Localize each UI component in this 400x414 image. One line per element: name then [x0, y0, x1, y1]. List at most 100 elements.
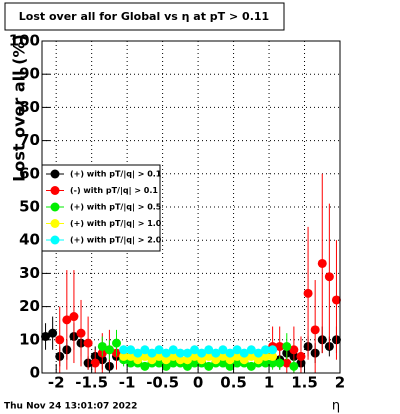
marker — [140, 361, 150, 371]
marker — [246, 351, 256, 361]
marker — [261, 351, 270, 361]
y-tick-label: 100 — [9, 32, 40, 50]
marker — [204, 345, 214, 355]
marker — [261, 358, 270, 368]
marker — [175, 348, 185, 358]
marker — [310, 325, 320, 335]
marker — [112, 338, 121, 348]
legend-box — [41, 164, 161, 252]
y-tick-label: 50 — [19, 198, 40, 216]
x-tick-label: -2 — [48, 374, 65, 392]
marker — [239, 348, 249, 358]
marker — [232, 351, 242, 361]
marker — [246, 361, 256, 371]
marker — [253, 348, 263, 358]
marker — [154, 345, 164, 355]
marker — [268, 345, 278, 355]
marker — [218, 351, 228, 361]
marker — [317, 258, 327, 268]
marker — [83, 338, 93, 348]
x-tick-label: 1.5 — [291, 374, 318, 392]
legend-marker — [50, 235, 60, 245]
y-tick-label: 80 — [19, 98, 40, 116]
marker — [204, 361, 214, 371]
marker — [168, 345, 178, 355]
marker — [218, 345, 228, 355]
marker — [303, 288, 313, 298]
chart-title: Lost over all for Global vs η at pT > 0.… — [19, 10, 269, 23]
legend-label: (+) with pT/|q| > 0.5 — [70, 203, 162, 212]
marker — [232, 345, 242, 355]
marker — [147, 348, 157, 358]
marker — [175, 355, 185, 365]
marker — [133, 348, 143, 358]
marker — [225, 348, 235, 358]
legend-marker — [50, 219, 60, 228]
marker — [190, 358, 200, 368]
marker — [154, 358, 164, 368]
marker — [161, 348, 171, 358]
marker — [140, 351, 150, 361]
marker — [268, 358, 278, 368]
marker — [62, 315, 72, 325]
marker — [296, 351, 306, 361]
legend-marker — [50, 202, 60, 212]
legend-marker — [50, 169, 60, 179]
marker — [69, 312, 79, 322]
marker — [268, 351, 278, 361]
marker — [282, 358, 292, 368]
marker — [90, 358, 100, 368]
y-tick-label: 0 — [30, 364, 40, 382]
marker — [282, 341, 292, 351]
y-tick-label: 60 — [19, 164, 40, 182]
marker — [55, 335, 65, 345]
legend-label: (+) with pT/|q| > 2.0 — [70, 236, 162, 245]
marker — [190, 345, 200, 355]
y-tick-label: 10 — [19, 330, 40, 348]
y-tick-label: 40 — [19, 231, 40, 249]
timestamp: Thu Nov 24 13:01:07 2022 — [4, 402, 137, 412]
y-axis-label: Lost over all (%) — [10, 34, 29, 182]
marker — [182, 355, 192, 365]
marker — [48, 328, 58, 338]
marker — [246, 345, 256, 355]
marker — [76, 328, 86, 338]
legend-label: (+) with pT/|q| > 0.1 — [70, 170, 162, 179]
x-tick-label: 2 — [335, 374, 345, 392]
marker — [161, 355, 171, 365]
marker — [119, 351, 129, 361]
marker — [126, 345, 136, 355]
marker — [275, 358, 285, 368]
marker — [211, 348, 221, 358]
marker — [253, 355, 263, 365]
x-tick-label: 0 — [193, 374, 203, 392]
x-tick-label: 0.5 — [220, 374, 247, 392]
legend-label: (+) with pT/|q| > 1.0 — [70, 219, 162, 228]
x-tick-label: -1.5 — [75, 374, 108, 392]
marker — [275, 341, 285, 351]
marker — [225, 355, 235, 365]
marker — [168, 358, 178, 368]
marker — [324, 272, 334, 282]
title-box — [4, 2, 285, 31]
y-tick-label: 90 — [19, 65, 40, 83]
x-axis-label: η — [332, 399, 340, 414]
marker — [182, 361, 192, 371]
marker — [197, 348, 207, 358]
marker — [119, 345, 129, 355]
marker — [147, 355, 157, 365]
plot-area — [41, 40, 341, 374]
marker — [154, 351, 164, 361]
marker — [261, 345, 270, 355]
marker — [41, 331, 51, 341]
marker — [133, 355, 143, 365]
legend-label: (-) with pT/|q| > 0.1 — [70, 186, 158, 195]
marker — [190, 351, 200, 361]
legend-marker — [50, 186, 60, 195]
marker — [140, 345, 150, 355]
marker — [218, 358, 228, 368]
marker — [204, 351, 214, 361]
y-tick-label: 20 — [19, 297, 40, 315]
marker — [182, 348, 192, 358]
